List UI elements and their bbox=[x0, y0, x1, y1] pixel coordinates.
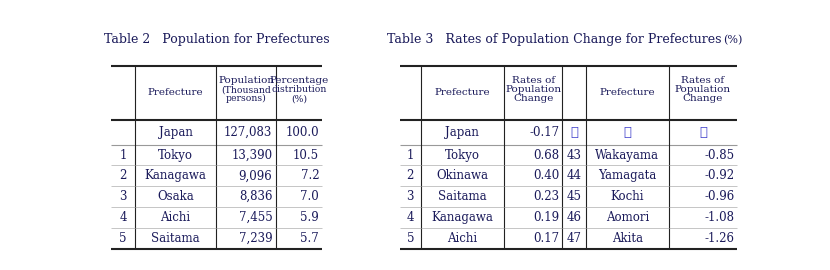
Text: ⋮: ⋮ bbox=[570, 126, 579, 139]
Text: Prefecture: Prefecture bbox=[148, 88, 203, 97]
Text: 47: 47 bbox=[567, 232, 582, 245]
Text: Kanagawa: Kanagawa bbox=[144, 169, 207, 182]
Text: 0.17: 0.17 bbox=[533, 232, 559, 245]
Text: 9,096: 9,096 bbox=[238, 169, 272, 182]
Text: Wakayama: Wakayama bbox=[595, 148, 659, 161]
Text: Japan: Japan bbox=[159, 126, 193, 139]
Text: 7.2: 7.2 bbox=[300, 169, 320, 182]
Text: 5.9: 5.9 bbox=[300, 211, 320, 224]
Text: 1: 1 bbox=[407, 148, 414, 161]
Text: ⋮: ⋮ bbox=[623, 126, 632, 139]
Text: (%): (%) bbox=[723, 35, 743, 45]
Text: Rates of: Rates of bbox=[681, 76, 725, 85]
Text: Rates of: Rates of bbox=[511, 76, 554, 85]
Text: -0.17: -0.17 bbox=[529, 126, 559, 139]
Text: 44: 44 bbox=[567, 169, 582, 182]
Text: 45: 45 bbox=[567, 190, 582, 203]
Text: 13,390: 13,390 bbox=[232, 148, 272, 161]
Text: -1.26: -1.26 bbox=[705, 232, 735, 245]
Text: 5: 5 bbox=[407, 232, 414, 245]
Text: Table 3   Rates of Population Change for Prefectures: Table 3 Rates of Population Change for P… bbox=[387, 33, 721, 46]
Text: Aichi: Aichi bbox=[447, 232, 477, 245]
Text: Population: Population bbox=[675, 85, 731, 94]
Text: 4: 4 bbox=[120, 211, 127, 224]
Text: 1: 1 bbox=[120, 148, 127, 161]
Text: 3: 3 bbox=[120, 190, 127, 203]
Text: 2: 2 bbox=[407, 169, 414, 182]
Text: Yamagata: Yamagata bbox=[598, 169, 657, 182]
Text: 0.68: 0.68 bbox=[533, 148, 559, 161]
Text: Aomori: Aomori bbox=[606, 211, 649, 224]
Text: 5.7: 5.7 bbox=[300, 232, 320, 245]
Text: 7.0: 7.0 bbox=[300, 190, 320, 203]
Text: -0.92: -0.92 bbox=[705, 169, 735, 182]
Text: -0.96: -0.96 bbox=[705, 190, 735, 203]
Text: Tokyo: Tokyo bbox=[158, 148, 193, 161]
Text: 127,083: 127,083 bbox=[224, 126, 272, 139]
Text: Osaka: Osaka bbox=[157, 190, 194, 203]
Text: 46: 46 bbox=[567, 211, 582, 224]
Text: Table 2   Population for Prefectures: Table 2 Population for Prefectures bbox=[104, 33, 330, 46]
Text: Okinawa: Okinawa bbox=[437, 169, 488, 182]
Text: (Thousand: (Thousand bbox=[222, 85, 271, 94]
Text: (%): (%) bbox=[291, 94, 307, 103]
Text: Population: Population bbox=[505, 85, 561, 94]
Text: Tokyo: Tokyo bbox=[445, 148, 480, 161]
Text: Change: Change bbox=[513, 94, 554, 103]
Text: Aichi: Aichi bbox=[160, 211, 191, 224]
Text: Japan: Japan bbox=[446, 126, 479, 139]
Text: Saitama: Saitama bbox=[151, 232, 200, 245]
Text: 0.40: 0.40 bbox=[533, 169, 559, 182]
Text: persons): persons) bbox=[226, 94, 266, 103]
Text: 10.5: 10.5 bbox=[293, 148, 320, 161]
Text: 2: 2 bbox=[120, 169, 127, 182]
Text: Kanagawa: Kanagawa bbox=[432, 211, 493, 224]
Text: Percentage: Percentage bbox=[270, 76, 329, 85]
Text: Kochi: Kochi bbox=[611, 190, 644, 203]
Text: 4: 4 bbox=[407, 211, 414, 224]
Text: 43: 43 bbox=[567, 148, 582, 161]
Text: Akita: Akita bbox=[612, 232, 643, 245]
Text: ⋮: ⋮ bbox=[699, 126, 707, 139]
Text: Saitama: Saitama bbox=[438, 190, 486, 203]
Text: -1.08: -1.08 bbox=[705, 211, 735, 224]
Text: distribution: distribution bbox=[271, 85, 327, 94]
Text: 5: 5 bbox=[120, 232, 127, 245]
Text: 8,836: 8,836 bbox=[239, 190, 272, 203]
Text: Population: Population bbox=[218, 76, 274, 85]
Text: 7,239: 7,239 bbox=[239, 232, 272, 245]
Text: Prefecture: Prefecture bbox=[599, 88, 655, 97]
Text: Prefecture: Prefecture bbox=[435, 88, 491, 97]
Text: Change: Change bbox=[683, 94, 723, 103]
Text: 100.0: 100.0 bbox=[286, 126, 320, 139]
Text: 0.23: 0.23 bbox=[533, 190, 559, 203]
Text: 7,455: 7,455 bbox=[238, 211, 272, 224]
Text: 0.19: 0.19 bbox=[533, 211, 559, 224]
Text: 3: 3 bbox=[407, 190, 414, 203]
Text: -0.85: -0.85 bbox=[705, 148, 735, 161]
